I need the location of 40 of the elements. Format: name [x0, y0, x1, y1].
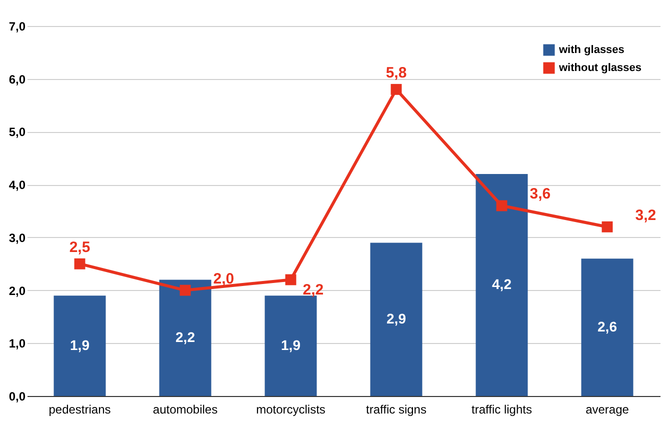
point [390, 84, 402, 95]
data-label: 5,8 [386, 64, 407, 82]
data-label: 3,6 [530, 186, 551, 203]
data-label: 1,9 [70, 336, 90, 353]
bar [159, 280, 212, 396]
x-tick-label: traffic lights [472, 402, 532, 416]
legend-label: with glasses [558, 44, 624, 56]
y-tick-label: 6,0 [8, 72, 26, 86]
point [180, 284, 191, 296]
y-tick-label: 7,0 [8, 20, 26, 34]
point [602, 221, 613, 232]
x-tick-label: motorcyclists [256, 402, 326, 416]
bar [581, 258, 634, 396]
data-label: 2,9 [386, 310, 406, 326]
bar [54, 296, 106, 396]
y-tick-label: 3,0 [8, 230, 26, 245]
point [74, 258, 86, 270]
x-tick-label: traffic signs [366, 402, 426, 416]
data-label: 2,2 [302, 282, 324, 299]
y-tick-label: 0,0 [8, 390, 26, 404]
data-label: 2,5 [69, 238, 90, 256]
data-label: 1,9 [281, 336, 301, 353]
bar [370, 242, 422, 396]
y-tick-label: 4,0 [8, 178, 26, 192]
point [285, 274, 296, 286]
x-tick-label: pedestrians [48, 402, 111, 416]
legend-label: without glasses [558, 62, 642, 74]
data-label: 3,2 [635, 206, 656, 224]
data-label: 2,2 [176, 328, 196, 345]
x-tick-label: average [586, 402, 630, 416]
y-tick-label: 1,0 [8, 336, 26, 351]
y-tick-label: 5,0 [8, 125, 26, 140]
y-tick-label: 2,0 [8, 284, 26, 298]
x-tick-label: automobiles [152, 402, 218, 416]
bar [476, 174, 528, 396]
data-label: 2,0 [213, 270, 234, 288]
point [496, 200, 508, 212]
bar [264, 296, 317, 396]
data-label: 4,2 [492, 276, 512, 292]
data-label: 2,6 [598, 318, 618, 334]
